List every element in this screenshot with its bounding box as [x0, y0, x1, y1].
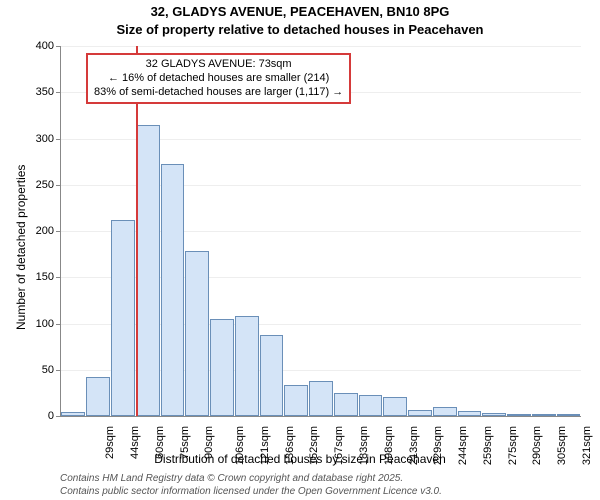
bar: [284, 385, 308, 416]
bar: [532, 414, 556, 416]
bar: [383, 397, 407, 416]
annotation-line-2: ← 16% of detached houses are smaller (21…: [94, 72, 343, 86]
chart-container: 32, GLADYS AVENUE, PEACEHAVEN, BN10 8PG …: [0, 0, 600, 500]
bar: [334, 393, 358, 416]
bar: [458, 411, 482, 416]
bar: [235, 316, 259, 416]
bar: [359, 395, 383, 416]
x-axis-label: Distribution of detached houses by size …: [0, 452, 600, 466]
annotation-line-1: 32 GLADYS AVENUE: 73sqm: [94, 58, 343, 72]
chart-title-main: 32, GLADYS AVENUE, PEACEHAVEN, BN10 8PG: [0, 4, 600, 19]
y-tick-label: 100: [0, 318, 54, 330]
bar: [86, 377, 110, 416]
bar: [507, 414, 531, 416]
footer-line-1: Contains HM Land Registry data © Crown c…: [60, 473, 403, 484]
y-tick-label: 0: [0, 410, 54, 422]
y-tick-label: 200: [0, 225, 54, 237]
bar: [111, 220, 135, 416]
bar: [433, 407, 457, 416]
bar: [309, 381, 333, 416]
annotation-line-3: 83% of semi-detached houses are larger (…: [94, 86, 343, 100]
bar: [161, 164, 185, 416]
bar: [557, 414, 581, 416]
bar: [210, 319, 234, 416]
bar: [482, 413, 506, 416]
bar: [408, 410, 432, 416]
chart-title-sub: Size of property relative to detached ho…: [0, 22, 600, 37]
y-tick-label: 400: [0, 40, 54, 52]
bar: [61, 412, 85, 416]
footer-line-2: Contains public sector information licen…: [60, 486, 442, 497]
bar: [260, 335, 284, 416]
y-tick-label: 250: [0, 179, 54, 191]
annotation-box: 32 GLADYS AVENUE: 73sqm ← 16% of detache…: [86, 53, 351, 104]
y-tick-label: 150: [0, 271, 54, 283]
bar: [136, 125, 160, 416]
y-tick-label: 300: [0, 133, 54, 145]
bar: [185, 251, 209, 416]
gridline: [61, 46, 581, 47]
y-tick-label: 50: [0, 364, 54, 376]
y-tick-label: 350: [0, 86, 54, 98]
